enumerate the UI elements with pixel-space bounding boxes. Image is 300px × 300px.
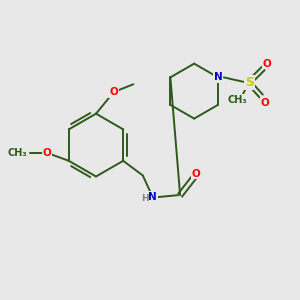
Text: CH₃: CH₃ — [228, 95, 247, 105]
Text: O: O — [109, 87, 118, 97]
Text: H: H — [141, 194, 148, 202]
Text: S: S — [245, 76, 254, 89]
Text: O: O — [43, 148, 52, 158]
Text: N: N — [214, 72, 222, 82]
Text: O: O — [261, 98, 269, 108]
Text: O: O — [263, 58, 272, 69]
Text: CH₃: CH₃ — [8, 148, 28, 158]
Text: O: O — [191, 169, 200, 178]
Text: N: N — [148, 192, 157, 202]
